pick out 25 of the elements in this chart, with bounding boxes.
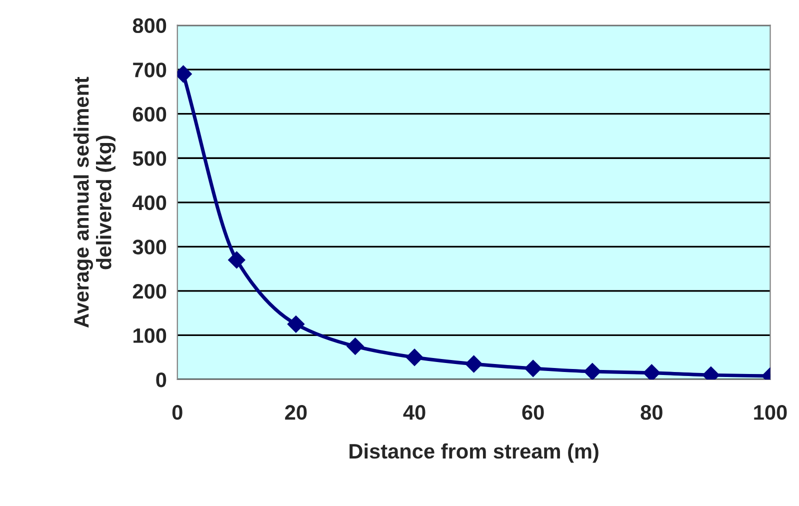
x-axis-title: Distance from stream (m): [350, 443, 598, 463]
y-tick-label: 200: [132, 284, 166, 299]
y-tick-label: 600: [132, 106, 166, 122]
point: [287, 316, 304, 333]
point: [228, 251, 246, 269]
y-axis-title: Average annual sediment delivered (kg): [73, 76, 116, 328]
x-tick-label: 80: [640, 405, 662, 420]
y-tick-label: 0: [156, 372, 166, 388]
x-tick-label: 0: [172, 405, 182, 420]
x-tick-label: 40: [403, 405, 426, 420]
y-tick-label: 500: [132, 151, 166, 166]
y-tick-label: 400: [132, 195, 166, 210]
x-tick-label: 20: [285, 405, 307, 420]
x-tick-label: 60: [522, 405, 544, 420]
point: [465, 355, 482, 373]
y-tick-label: 100: [134, 328, 166, 343]
y-tick-label: 300: [132, 240, 166, 254]
point: [346, 338, 364, 355]
point: [524, 360, 542, 377]
y-tick-label: 700: [133, 62, 166, 78]
point: [584, 362, 601, 380]
point: [406, 348, 424, 366]
point: [643, 364, 660, 380]
y-tick-label: 800: [132, 18, 166, 34]
x-tick-label: 100: [754, 405, 787, 420]
